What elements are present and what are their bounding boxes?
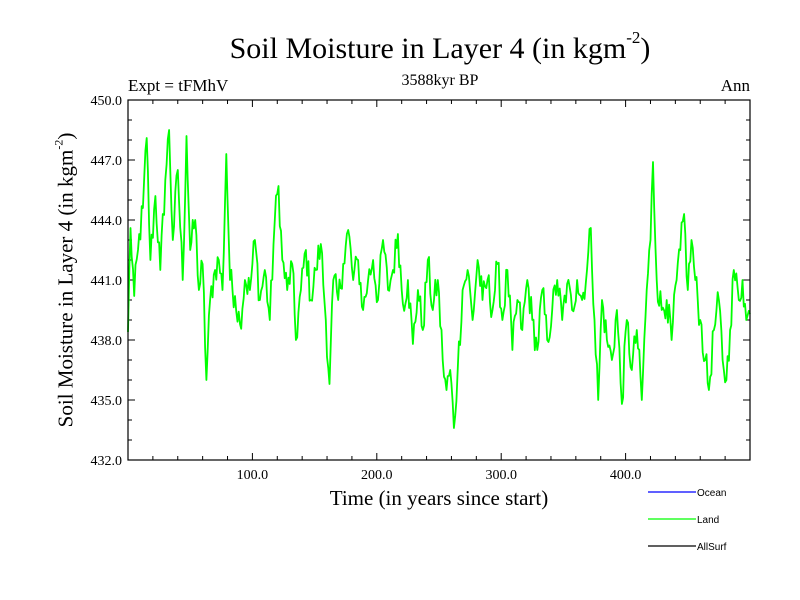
- y-tick-label: 447.0: [91, 154, 123, 169]
- chart-title: Soil Moisture in Layer 4 (in kgm-2): [229, 28, 651, 65]
- series-line-land: [127, 129, 751, 429]
- y-tick-label: 441.0: [91, 274, 123, 289]
- x-axis-label: Time (in years since start): [329, 486, 549, 510]
- y-tick-label: 444.0: [91, 214, 123, 229]
- x-tick-label: 100.0: [237, 468, 269, 483]
- plot-frame: [127, 99, 751, 461]
- season-label: Ann: [720, 76, 750, 95]
- experiment-label: Expt = tFMhV: [128, 76, 229, 95]
- series-group: [127, 129, 751, 429]
- x-tick-label: 200.0: [361, 468, 393, 483]
- y-tick-label: 438.0: [91, 334, 123, 349]
- x-axis: 100.0 200.0 300.0 400.0: [152, 100, 726, 483]
- y-axis-label: Soil Moisture in Layer 4 (in kgm-2): [51, 132, 78, 428]
- y-tick-label: 450.0: [91, 94, 123, 109]
- y-tick-label: 432.0: [91, 454, 123, 469]
- period-label: 3588kyr BP: [401, 72, 479, 89]
- y-axis: 432.0 435.0 438.0 441.0 444.0 447.0 450.0: [91, 94, 750, 469]
- legend-label-allsurf: AllSurf: [697, 542, 727, 553]
- y-tick-label: 435.0: [91, 394, 123, 409]
- legend-label-ocean: Ocean: [697, 488, 726, 499]
- x-tick-label: 400.0: [610, 468, 642, 483]
- legend-label-land: Land: [697, 515, 719, 526]
- x-tick-label: 300.0: [485, 468, 517, 483]
- legend: Ocean Land AllSurf: [648, 488, 727, 553]
